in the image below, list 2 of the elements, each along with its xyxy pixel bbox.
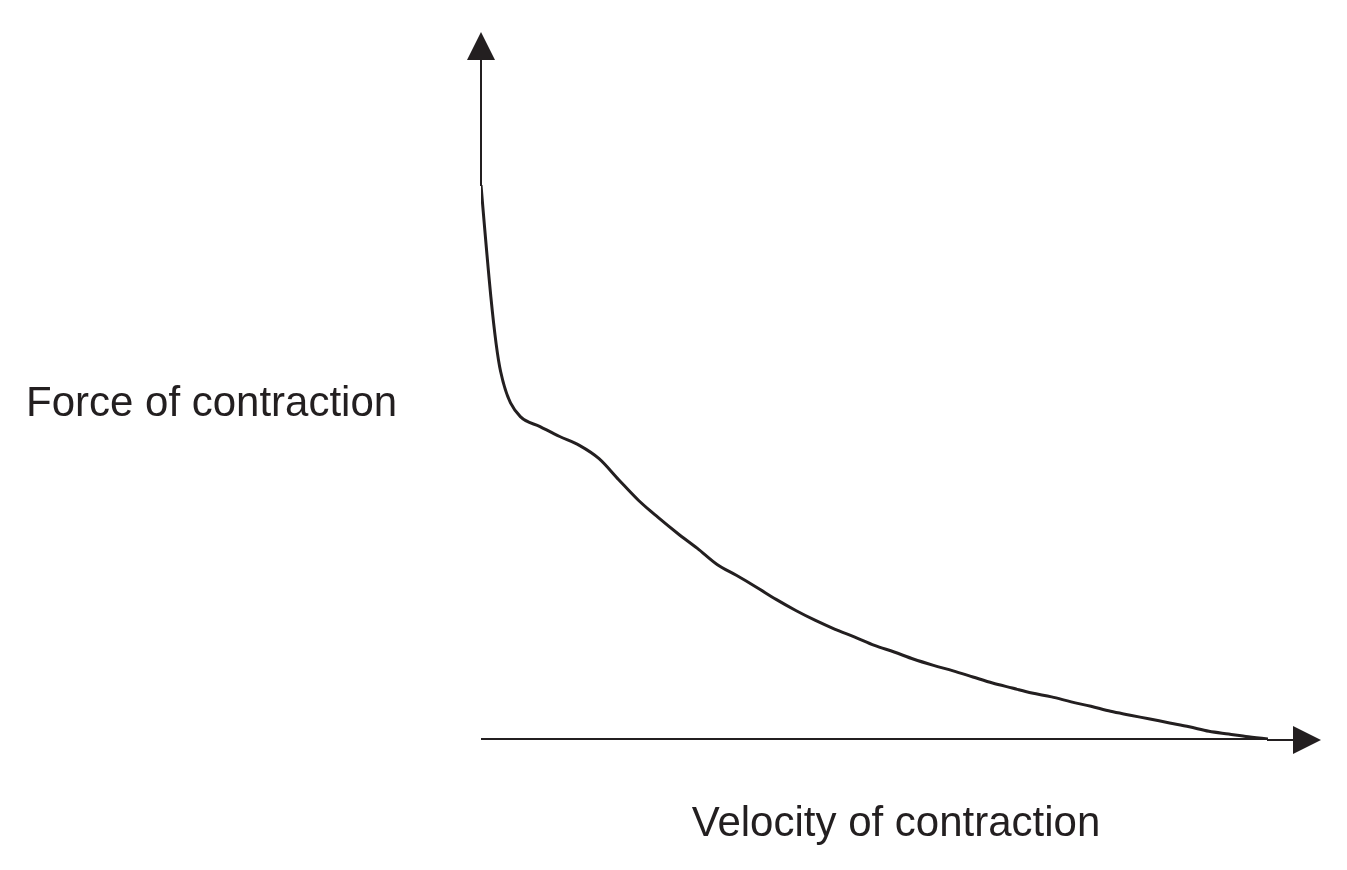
y-axis-title: Force of contraction xyxy=(26,378,398,426)
x-axis-title: Velocity of contraction xyxy=(690,798,1102,846)
